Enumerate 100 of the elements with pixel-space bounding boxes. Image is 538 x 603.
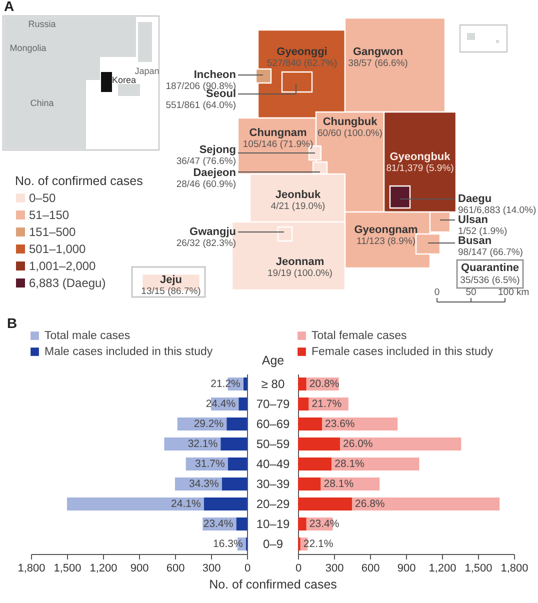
bar: [238, 398, 247, 410]
bar: [222, 478, 247, 490]
category-label: Gwangju: [190, 226, 236, 238]
x-tick-label: 1,500: [54, 562, 82, 574]
text: 50: [466, 287, 476, 298]
x-tick-label: 600: [361, 562, 380, 574]
bar: [236, 518, 247, 530]
bar: [298, 498, 352, 510]
text: 961/6,883 (14.0%): [458, 205, 536, 216]
text: 36/47 (76.6%): [176, 156, 236, 167]
bar: [228, 458, 247, 470]
text: Quarantine: [460, 262, 520, 274]
annotation: 22.1%: [303, 538, 334, 550]
text: 100 km: [498, 287, 530, 298]
text: Japan: [134, 66, 160, 76]
bar: [220, 438, 247, 450]
category-label: Chungbuk: [322, 116, 378, 128]
text: Korea: [112, 75, 136, 85]
x-tick-label: 1,800: [18, 562, 46, 574]
x-tick-label: 900: [397, 562, 416, 574]
y-tick-label: 20–29: [256, 497, 290, 511]
text: 105/146 (71.9%): [242, 139, 314, 150]
chart-title: B: [7, 315, 18, 331]
bar: [332, 458, 420, 470]
x-tick-label: 1,800: [500, 562, 528, 574]
category-label: Jeonnam: [276, 256, 324, 268]
category-label: Chungnam: [249, 127, 307, 139]
annotation: 26.0%: [343, 438, 373, 450]
annotation: 29.2%: [194, 418, 224, 430]
category-label: Gangwon: [352, 46, 404, 58]
category-label: 6,883 (Daegu): [29, 276, 106, 290]
legend-label: Female cases included in this study: [312, 346, 494, 358]
bar: [298, 398, 309, 410]
text: 60/60 (100.0%): [318, 128, 382, 139]
x-tick-label: 300: [325, 562, 344, 574]
bar: [243, 378, 247, 390]
x-tick-label: 0: [295, 562, 302, 574]
y-tick-label: 0–9: [262, 537, 284, 551]
y-tick-label: 30–39: [256, 477, 290, 491]
y-axis-title: Age: [262, 354, 284, 368]
annotation: 20.8%: [309, 378, 340, 390]
category-label: Jeju: [160, 274, 182, 286]
category-label: Ulsan: [458, 214, 488, 226]
text: 13/15 (86.7%): [141, 286, 201, 297]
text: 1/52 (1.9%): [458, 226, 508, 237]
y-tick-label: ≥ 80: [261, 377, 285, 391]
bar: [298, 438, 340, 450]
text: 26/32 (82.3%): [176, 238, 236, 249]
category-label: Incheon: [194, 69, 236, 81]
bar: [204, 498, 247, 510]
annotation: 23.6%: [325, 418, 355, 430]
category-label: Busan: [458, 235, 492, 247]
x-tick-label: 1,200: [90, 562, 118, 574]
annotation: 31.7%: [195, 458, 225, 470]
y-tick-label: 60–69: [256, 417, 290, 431]
text: A: [4, 0, 14, 14]
category-label: Gyeonggi: [276, 46, 328, 58]
annotation: 28.1%: [334, 458, 364, 470]
category-label: 51–150: [29, 208, 70, 222]
y-tick-label: 40–49: [256, 457, 290, 471]
category-label: Gyeongbuk: [390, 151, 452, 163]
category-label: 0–50: [29, 191, 56, 205]
y-tick-label: 10–19: [256, 517, 290, 531]
x-tick-label: 300: [202, 562, 221, 574]
text: 0: [434, 287, 440, 298]
x-tick-label: 900: [130, 562, 149, 574]
category-label: 501–1,000: [29, 242, 86, 256]
bar: [226, 418, 247, 430]
y-tick-label: 70–79: [256, 397, 290, 411]
legend-label: Male cases included in this study: [44, 346, 213, 358]
text: 4/21 (19.0%): [270, 201, 326, 212]
text: 28/46 (60.9%): [176, 179, 236, 190]
annotation: 21.2%: [210, 378, 240, 390]
text: 551/861 (64.0%): [166, 100, 236, 111]
annotation: 16.3%: [213, 538, 243, 550]
bar: [298, 378, 306, 390]
text: China: [30, 98, 54, 108]
text: Mongolia: [10, 43, 46, 53]
x-tick-label: 1,500: [464, 562, 492, 574]
text: Russia: [28, 19, 56, 29]
annotation: 32.1%: [188, 438, 218, 450]
annotation: 28.1%: [324, 478, 354, 490]
bar: [352, 498, 500, 510]
category-label: 151–500: [29, 225, 76, 239]
text: 11/123 (8.9%): [356, 236, 416, 247]
category-label: Daegu: [458, 193, 492, 205]
annotation: 23.4%: [309, 518, 340, 530]
bar: [298, 478, 321, 490]
category-label: Jeonbuk: [275, 189, 322, 201]
legend-label: Total male cases: [44, 330, 130, 342]
text: 35/536 (6.5%): [460, 275, 520, 286]
text: 527/840 (62.7%): [266, 58, 338, 69]
x-axis-title: No. of confirmed cases: [209, 578, 337, 592]
annotation: 23.4%: [203, 518, 234, 530]
x-tick-label: 0: [244, 562, 251, 574]
y-tick-label: 50–59: [256, 437, 290, 451]
bar: [298, 458, 332, 470]
category-label: Sejong: [199, 144, 236, 156]
text: 81/1,379 (5.9%): [386, 163, 454, 174]
text: 98/147 (66.7%): [458, 247, 523, 258]
